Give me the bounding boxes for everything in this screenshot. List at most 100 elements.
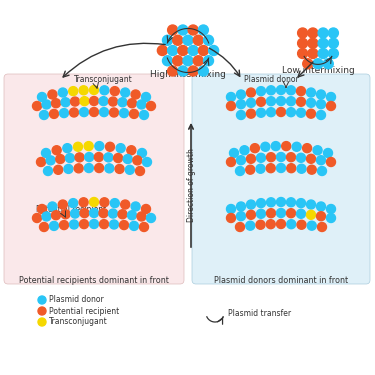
Circle shape: [297, 108, 306, 117]
Circle shape: [188, 25, 198, 35]
Circle shape: [237, 90, 246, 99]
Circle shape: [131, 90, 140, 99]
Circle shape: [129, 110, 138, 118]
Circle shape: [100, 86, 109, 95]
Circle shape: [48, 202, 57, 211]
Circle shape: [69, 87, 78, 96]
Text: Transconjugant: Transconjugant: [49, 318, 108, 327]
Circle shape: [80, 97, 89, 106]
Circle shape: [115, 164, 124, 173]
Circle shape: [267, 86, 276, 95]
Circle shape: [121, 200, 130, 209]
Circle shape: [178, 66, 188, 76]
Circle shape: [276, 219, 285, 228]
Circle shape: [237, 100, 246, 109]
Circle shape: [173, 56, 183, 66]
Circle shape: [267, 209, 276, 218]
Circle shape: [193, 56, 203, 66]
Circle shape: [69, 220, 78, 229]
Circle shape: [198, 45, 208, 56]
Circle shape: [94, 153, 104, 162]
Circle shape: [328, 48, 338, 58]
Circle shape: [246, 200, 255, 209]
Circle shape: [137, 100, 146, 109]
Text: Direction of growth: Direction of growth: [186, 148, 195, 222]
Text: Plasmid donors dominant in front: Plasmid donors dominant in front: [214, 276, 348, 285]
Circle shape: [246, 98, 255, 107]
Circle shape: [69, 199, 78, 208]
Circle shape: [84, 142, 93, 151]
Circle shape: [131, 202, 140, 211]
Circle shape: [168, 66, 178, 76]
Circle shape: [61, 210, 70, 219]
Circle shape: [54, 165, 63, 174]
Circle shape: [240, 146, 249, 155]
Circle shape: [256, 164, 265, 173]
Circle shape: [318, 38, 328, 48]
Circle shape: [316, 100, 326, 109]
Circle shape: [246, 109, 255, 118]
Circle shape: [138, 148, 147, 158]
Circle shape: [324, 148, 333, 158]
Circle shape: [114, 153, 123, 162]
Circle shape: [276, 86, 285, 94]
Circle shape: [110, 108, 118, 117]
Circle shape: [286, 108, 296, 117]
Circle shape: [256, 108, 265, 117]
Circle shape: [168, 45, 178, 56]
Circle shape: [38, 93, 46, 102]
Circle shape: [297, 209, 306, 218]
Circle shape: [80, 108, 88, 117]
Circle shape: [80, 220, 88, 229]
Circle shape: [38, 296, 46, 304]
Circle shape: [51, 211, 60, 220]
Circle shape: [140, 222, 148, 231]
Circle shape: [308, 38, 318, 48]
Circle shape: [44, 166, 52, 176]
Circle shape: [313, 59, 323, 69]
Circle shape: [292, 142, 301, 151]
Circle shape: [298, 38, 307, 48]
Circle shape: [183, 35, 193, 45]
Circle shape: [236, 166, 244, 176]
Circle shape: [246, 88, 255, 97]
Text: Plasmid donor: Plasmid donor: [49, 296, 104, 304]
Circle shape: [147, 213, 156, 222]
Circle shape: [140, 111, 148, 120]
Circle shape: [33, 213, 42, 222]
Circle shape: [105, 142, 114, 151]
Circle shape: [70, 97, 80, 106]
Circle shape: [79, 198, 88, 207]
Circle shape: [237, 202, 246, 211]
Circle shape: [246, 154, 255, 163]
Circle shape: [42, 148, 51, 158]
Circle shape: [147, 102, 156, 111]
Circle shape: [256, 97, 265, 106]
Circle shape: [56, 154, 65, 164]
Circle shape: [246, 165, 255, 174]
Text: Potential recipient: Potential recipient: [49, 306, 119, 315]
Circle shape: [100, 198, 109, 207]
Circle shape: [123, 154, 132, 164]
Circle shape: [90, 96, 99, 105]
Circle shape: [46, 156, 55, 165]
Circle shape: [198, 66, 208, 76]
Circle shape: [74, 164, 83, 173]
Circle shape: [276, 108, 285, 117]
Text: Plasmid donor: Plasmid donor: [244, 75, 298, 84]
Circle shape: [90, 86, 99, 94]
Circle shape: [38, 318, 46, 326]
Circle shape: [108, 97, 117, 106]
Circle shape: [198, 25, 208, 35]
Circle shape: [297, 199, 306, 208]
Circle shape: [188, 45, 198, 56]
Text: Potential recipients dominant in front: Potential recipients dominant in front: [19, 276, 169, 285]
Circle shape: [61, 98, 70, 107]
Circle shape: [125, 165, 134, 174]
Circle shape: [230, 148, 238, 158]
Circle shape: [307, 221, 316, 230]
Circle shape: [90, 198, 99, 207]
Circle shape: [118, 210, 127, 219]
Circle shape: [251, 144, 260, 153]
Circle shape: [38, 307, 46, 315]
